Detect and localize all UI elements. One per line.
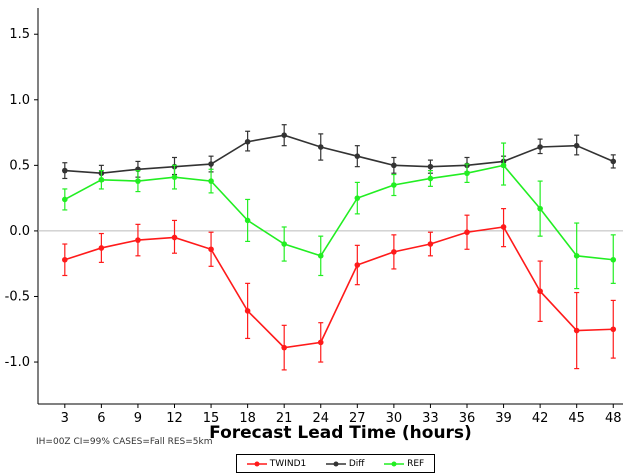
data-point-diff bbox=[427, 163, 434, 170]
y-tick-label: 1.0 bbox=[9, 93, 30, 108]
data-point-twind1 bbox=[62, 256, 68, 263]
x-tick-label: 3 bbox=[61, 411, 69, 426]
data-point-ref bbox=[244, 217, 251, 224]
data-point-ref bbox=[62, 196, 68, 203]
data-point-twind1 bbox=[281, 344, 287, 351]
x-tick-label: 18 bbox=[239, 411, 256, 426]
data-point-twind1 bbox=[464, 229, 470, 236]
series-line-twind1 bbox=[64, 226, 614, 349]
data-point-twind1 bbox=[98, 245, 105, 251]
x-tick-label: 48 bbox=[605, 411, 622, 426]
data-point-ref bbox=[171, 174, 178, 180]
data-point-diff bbox=[354, 153, 361, 159]
x-tick-label: 42 bbox=[532, 411, 549, 426]
data-point-diff bbox=[281, 132, 287, 138]
y-tick-label: 1.5 bbox=[9, 27, 30, 42]
data-point-diff bbox=[573, 142, 580, 149]
data-point-diff bbox=[537, 144, 543, 150]
legend-swatch-twind1 bbox=[246, 461, 267, 466]
series-ref bbox=[62, 142, 617, 290]
x-tick-label: 6 bbox=[97, 411, 105, 426]
data-point-twind1 bbox=[573, 327, 580, 334]
x-tick-label: 33 bbox=[422, 411, 439, 426]
x-tick-label: 12 bbox=[166, 411, 183, 426]
series-twind1 bbox=[62, 208, 617, 371]
data-point-ref bbox=[281, 241, 287, 247]
chart-area: 1.51.00.50.0-0.5-1.03 6 9 12 15 18 21 24 27 30 33 3… bbox=[5, 8, 623, 443]
chart-series bbox=[62, 124, 617, 371]
data-point-twind1 bbox=[208, 246, 214, 253]
data-point-twind1 bbox=[427, 241, 434, 247]
data-point-diff bbox=[208, 161, 214, 167]
data-point-ref bbox=[98, 176, 105, 183]
data-point-diff bbox=[391, 162, 397, 169]
y-tick-label: 0.5 bbox=[9, 158, 30, 173]
y-tick-label: -1.0 bbox=[5, 355, 30, 370]
data-point-ref bbox=[610, 256, 617, 263]
legend-label-diff: Diff bbox=[348, 458, 365, 469]
legend-label-twind1: TWIND1 bbox=[269, 458, 307, 469]
chart-axes: 1.51.00.50.0-0.5-1.03 6 9 12 15 18 21 24 27 30 33 3… bbox=[5, 8, 623, 426]
data-point-diff bbox=[317, 144, 324, 150]
x-tick-label: 27 bbox=[349, 411, 366, 426]
y-tick-label: 0.0 bbox=[9, 224, 30, 239]
series-line-ref bbox=[64, 164, 614, 261]
legend: TWIND1 Diff REF bbox=[236, 454, 435, 473]
data-point-ref bbox=[573, 253, 580, 259]
y-tick-label: -0.5 bbox=[5, 289, 30, 304]
data-point-twind1 bbox=[171, 234, 178, 241]
x-tick-label: 21 bbox=[276, 411, 293, 426]
x-tick-label: 9 bbox=[134, 411, 142, 426]
x-tick-label: 45 bbox=[568, 411, 585, 426]
data-point-ref bbox=[464, 170, 470, 177]
data-point-ref bbox=[208, 178, 214, 184]
data-point-diff bbox=[610, 158, 617, 165]
x-tick-label: 30 bbox=[386, 411, 403, 426]
data-point-ref bbox=[354, 195, 361, 201]
legend-swatch-diff bbox=[325, 461, 346, 466]
data-point-twind1 bbox=[244, 308, 251, 314]
legend-item-ref: REF bbox=[384, 459, 424, 469]
legend-swatch-ref bbox=[384, 461, 405, 466]
x-tick-label: 39 bbox=[495, 411, 512, 426]
data-point-twind1 bbox=[537, 288, 543, 295]
legend-item-diff: Diff bbox=[325, 458, 365, 469]
series-line-diff bbox=[64, 134, 614, 175]
data-point-ref bbox=[135, 178, 141, 184]
data-point-ref bbox=[317, 253, 324, 259]
data-point-diff bbox=[244, 138, 251, 145]
footnote: IH=00Z CI=99% CASES=Fall RES=5km bbox=[36, 437, 213, 447]
x-tick-label: 24 bbox=[312, 411, 329, 426]
data-point-twind1 bbox=[317, 339, 324, 346]
x-tick-label: 15 bbox=[203, 411, 220, 426]
data-point-twind1 bbox=[391, 249, 397, 255]
data-point-ref bbox=[427, 175, 434, 182]
x-axis-label: Forecast Lead Time (hours) bbox=[209, 423, 472, 443]
data-point-twind1 bbox=[610, 326, 617, 333]
data-point-ref bbox=[391, 182, 397, 188]
legend-item-twind1: TWIND1 bbox=[246, 458, 307, 469]
data-point-twind1 bbox=[354, 262, 361, 268]
data-point-diff bbox=[62, 167, 68, 174]
data-point-twind1 bbox=[135, 237, 141, 243]
x-tick-label: 36 bbox=[459, 411, 476, 426]
data-point-ref bbox=[500, 162, 507, 169]
data-point-twind1 bbox=[500, 224, 507, 230]
legend-label-ref: REF bbox=[407, 458, 425, 469]
data-point-ref bbox=[537, 205, 543, 212]
series-diff bbox=[62, 124, 617, 182]
